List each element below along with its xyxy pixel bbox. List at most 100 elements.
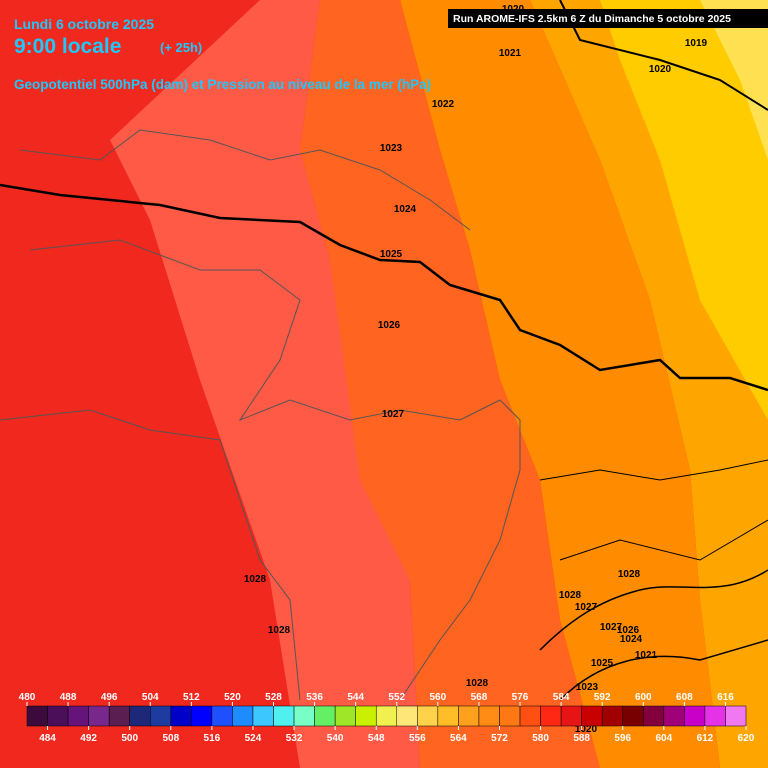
colorbar-label: 608 <box>676 692 693 703</box>
isobar-label: 1022 <box>432 99 455 110</box>
colorbar-label: 572 <box>491 733 508 744</box>
colorbar-swatch <box>396 705 418 727</box>
colorbar-label: 604 <box>655 733 672 744</box>
colorbar-label: 540 <box>327 733 344 744</box>
isobar-labels: 1020102110191020102210231024102510261027… <box>244 4 708 735</box>
colorbar-label: 508 <box>162 733 179 744</box>
colorbar-swatch <box>581 705 603 727</box>
forecast-offset: (+ 25h) <box>160 40 202 55</box>
colorbar-label: 580 <box>532 733 549 744</box>
isobar-label: 1028 <box>466 678 489 689</box>
isobar-label: 1027 <box>600 622 623 633</box>
isobar-label: 1024 <box>620 634 643 645</box>
run-box <box>448 9 768 28</box>
colorbar-label: 568 <box>471 692 488 703</box>
isobar-label: 1028 <box>268 625 291 636</box>
colorbar-swatch <box>108 705 130 727</box>
colorbar-label: 488 <box>60 692 77 703</box>
isobar-label: 1025 <box>591 658 614 669</box>
colorbar-swatch <box>458 705 480 727</box>
run-info: Run AROME-IFS 2.5km 6 Z du Dimanche 5 oc… <box>453 13 731 25</box>
colorbar-label: 612 <box>697 733 714 744</box>
colorbar-label: 504 <box>142 692 159 703</box>
colorbar-label: 588 <box>573 733 590 744</box>
colorbar-label: 512 <box>183 692 200 703</box>
colorbar-swatch <box>355 705 377 727</box>
isobar-label: 1021 <box>499 48 522 59</box>
forecast-time: 9:00 locale <box>14 35 121 58</box>
colorbar-swatch <box>601 705 623 727</box>
isobar-label: 1019 <box>685 38 708 49</box>
colorbar-swatch <box>499 705 521 727</box>
colorbar-label: 544 <box>347 692 364 703</box>
colorbar-swatch <box>314 705 336 727</box>
forecast-date: Lundi 6 octobre 2025 <box>14 16 154 32</box>
colorbar-swatch <box>26 705 48 727</box>
colorbar-swatch <box>232 705 254 727</box>
colorbar-label: 492 <box>80 733 97 744</box>
colorbar-swatch <box>211 705 233 727</box>
colorbar-swatch <box>375 705 398 727</box>
colorbar-label: 496 <box>101 692 118 703</box>
colorbar-swatch <box>437 705 459 727</box>
isobar-label: 1021 <box>635 650 658 661</box>
colorbar-label: 520 <box>224 692 241 703</box>
isobar-label: 1023 <box>380 143 403 154</box>
borders <box>0 0 768 701</box>
colorbar-label: 516 <box>204 733 221 744</box>
colorbar-label: 484 <box>39 733 56 744</box>
colorbar-label: 576 <box>512 692 529 703</box>
colorbar-swatch <box>252 705 274 727</box>
colorbar-swatch <box>150 705 172 727</box>
colorbar-swatch <box>643 705 665 727</box>
colorbar-label: 500 <box>121 733 138 744</box>
colorbar-label: 560 <box>430 692 447 703</box>
colorbar-swatch <box>560 705 582 727</box>
colorbar-label: 616 <box>717 692 734 703</box>
colorbar-label: 592 <box>594 692 611 703</box>
colorbar-label: 524 <box>245 733 262 744</box>
colorbar-label: 548 <box>368 733 385 744</box>
isobar-label: 1028 <box>244 574 267 585</box>
colorbar-swatch <box>519 705 541 727</box>
colorbar-swatch <box>170 705 192 727</box>
colorbar-swatch <box>88 705 110 727</box>
colorbar-label: 528 <box>265 692 282 703</box>
colorbar-label: 532 <box>286 733 303 744</box>
colorbar-label: 584 <box>553 692 570 703</box>
colorbar-swatch <box>684 705 706 727</box>
parameter-title: Geopotentiel 500hPa (dam) et Pression au… <box>14 77 431 92</box>
isobar-label: 1025 <box>380 249 403 260</box>
colorbar-swatch <box>663 705 685 727</box>
colorbar-label: 600 <box>635 692 652 703</box>
isobar-label: 1027 <box>575 602 598 613</box>
isobar-label: 1020 <box>649 64 672 75</box>
colorbar: 480 484 488 492 496 500 504 508 512 516 520 524 528 5… <box>19 692 755 744</box>
isobar-label: 1028 <box>618 569 641 580</box>
colorbar-label: 564 <box>450 733 467 744</box>
isobar-label: 1020 <box>575 724 598 735</box>
colorbar-swatch <box>725 705 747 727</box>
isobar-label: 1026 <box>378 320 401 331</box>
colorbar-label: 556 <box>409 733 426 744</box>
colorbar-label: 620 <box>738 733 755 744</box>
colorbar-swatch <box>67 705 89 727</box>
colorbar-swatch <box>273 705 295 727</box>
colorbar-label: 480 <box>19 692 36 703</box>
colorbar-swatch <box>47 705 69 727</box>
colorbar-swatch <box>540 705 562 727</box>
colorbar-swatch <box>129 705 151 727</box>
colorbar-label: 596 <box>614 733 631 744</box>
colorbar-swatch <box>704 705 726 727</box>
colorbar-swatch <box>334 705 356 727</box>
isobar-label: 1028 <box>559 590 582 601</box>
isobar-label: 1023 <box>576 682 599 693</box>
colorbar-label: 536 <box>306 692 323 703</box>
colorbar-swatch <box>478 705 500 727</box>
isobar-label: 1027 <box>382 409 405 420</box>
isobar-label: 1024 <box>394 204 417 215</box>
isobar-label: 1026 <box>617 625 640 636</box>
colorbar-swatch <box>417 705 439 727</box>
